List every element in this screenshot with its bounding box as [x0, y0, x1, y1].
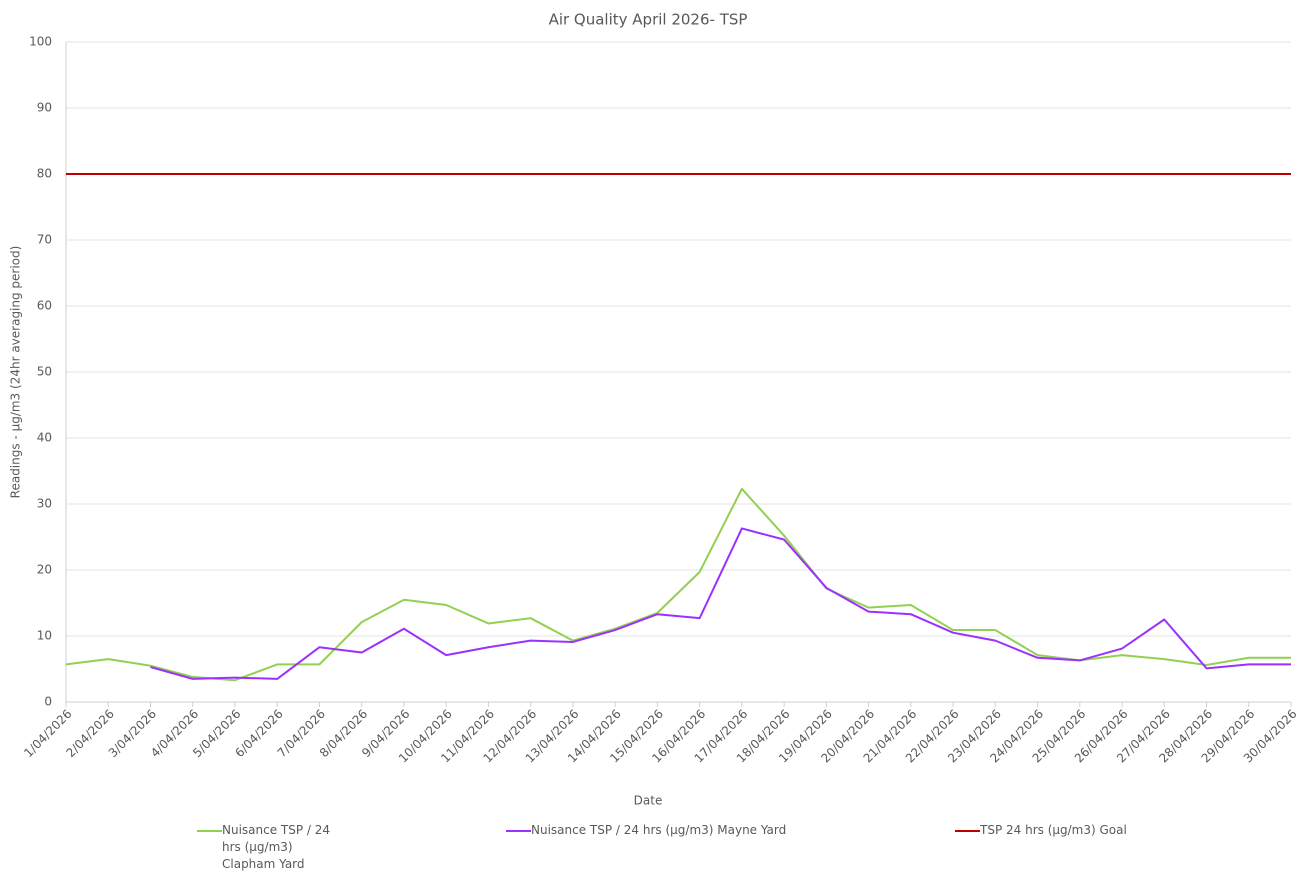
legend-swatch: [506, 830, 531, 832]
legend-swatch: [955, 830, 980, 832]
y-tick-label: 10: [37, 629, 52, 643]
legend-label: TSP 24 hrs (µg/m3) Goal: [980, 823, 1127, 837]
chart-title: Air Quality April 2026- TSP: [549, 11, 748, 29]
y-tick-label: 20: [37, 563, 52, 577]
y-tick-label: 100: [29, 35, 52, 49]
legend-item: TSP 24 hrs (µg/m3) Goal: [955, 822, 1255, 839]
y-tick-label: 90: [37, 101, 52, 115]
legend-label: Nuisance TSP / 24 hrs (µg/m3) Clapham Ya…: [222, 823, 331, 871]
legend: Nuisance TSP / 24 hrs (µg/m3) Clapham Ya…: [0, 822, 1296, 871]
y-axis-label: Readings - µg/m3 (24hr averaging period): [9, 246, 23, 499]
y-tick-label: 0: [44, 695, 52, 709]
y-tick-label: 70: [37, 233, 52, 247]
y-tick-label: 60: [37, 299, 52, 313]
legend-item: Nuisance TSP / 24 hrs (µg/m3) Mayne Yard: [506, 822, 906, 839]
y-tick-label: 40: [37, 431, 52, 445]
legend-swatch: [197, 830, 222, 832]
legend-item: Nuisance TSP / 24 hrs (µg/m3) Clapham Ya…: [197, 822, 347, 873]
series-line: [150, 527, 1291, 680]
y-tick-label: 80: [37, 167, 52, 181]
series-line: [65, 487, 1291, 682]
chart: Air Quality April 2026- TSP Date Reading…: [9, 11, 1296, 808]
y-tick-label: 50: [37, 365, 52, 379]
x-axis-label: Date: [634, 794, 663, 808]
y-tick-label: 30: [37, 497, 52, 511]
legend-label: Nuisance TSP / 24 hrs (µg/m3) Mayne Yard: [531, 823, 787, 837]
